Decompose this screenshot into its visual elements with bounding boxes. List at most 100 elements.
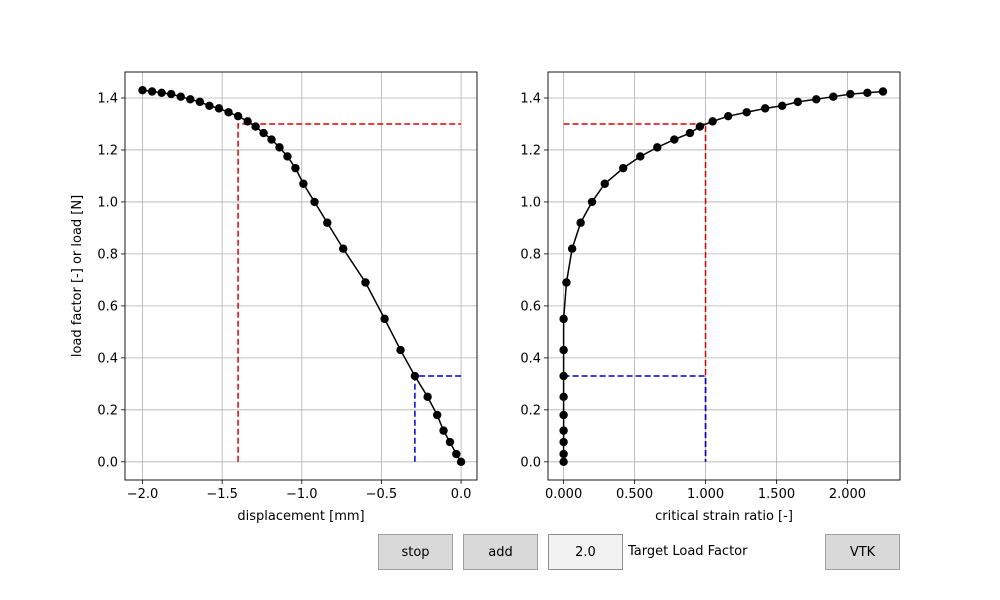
data-point xyxy=(812,95,821,104)
chart-1: −2.0 −1.5 −1.0 −0.5 0.0 0.0 0.2 0.4 0.6 0.8 1.0 1.2… xyxy=(70,71,478,524)
data-point xyxy=(138,85,147,95)
data-point xyxy=(760,104,770,113)
data-point xyxy=(559,449,568,459)
data-point xyxy=(636,152,645,161)
data-point xyxy=(224,108,233,117)
data-point xyxy=(653,143,662,152)
data-point xyxy=(195,97,205,107)
series-line xyxy=(562,90,884,462)
data-point xyxy=(396,345,405,355)
y-tick-label: 1.4 xyxy=(520,91,541,106)
data-point xyxy=(456,457,466,467)
vtk-button[interactable]: VTK xyxy=(825,534,900,570)
data-point xyxy=(559,410,568,420)
y-tick-label: 0.4 xyxy=(520,351,541,366)
x-tick-label: −2.0 xyxy=(127,487,159,502)
y-tick-label: 0.2 xyxy=(97,403,118,418)
data-point xyxy=(559,345,568,355)
data-point xyxy=(695,122,705,131)
y-tick-label: 0.8 xyxy=(97,247,118,262)
data-point xyxy=(670,135,679,144)
x-tick-label: 2.000 xyxy=(829,487,866,502)
data-point xyxy=(559,371,568,381)
guide-line xyxy=(563,123,707,462)
guide-line xyxy=(563,375,707,462)
data-point xyxy=(166,89,176,99)
data-point xyxy=(567,244,577,253)
data-point xyxy=(439,426,448,435)
data-point xyxy=(708,117,717,126)
x-axis-label: critical strain ratio [-] xyxy=(655,509,793,524)
y-tick-label: 0.8 xyxy=(520,247,541,262)
data-point xyxy=(559,426,568,435)
data-point xyxy=(777,101,787,110)
y-tick-label: 1.4 xyxy=(97,91,118,106)
target-load-factor-label: Target Load Factor xyxy=(628,544,748,559)
data-point xyxy=(863,88,872,97)
chart-2: 0.000 0.500 1.000 1.500 2.000 0.0 0.2 0.4 0.6 0.8… xyxy=(520,71,901,524)
data-point xyxy=(339,244,348,253)
y-tick-label: 1.0 xyxy=(97,195,118,210)
data-point xyxy=(685,128,695,138)
data-point xyxy=(267,135,276,144)
data-point xyxy=(742,108,751,117)
data-point xyxy=(600,179,609,188)
y-tick-label: 0.4 xyxy=(97,351,118,366)
data-point xyxy=(259,128,268,138)
data-point xyxy=(619,163,628,173)
data-point xyxy=(310,197,319,207)
data-point xyxy=(562,278,571,287)
data-point xyxy=(361,278,370,287)
data-point xyxy=(587,197,597,207)
data-point xyxy=(423,392,432,402)
y-tick-label: 0.0 xyxy=(97,455,118,470)
data-point xyxy=(214,104,224,113)
data-point xyxy=(323,218,332,227)
plot-frame xyxy=(124,71,478,481)
stop-button[interactable]: stop xyxy=(378,534,453,570)
x-tick-label: −1.0 xyxy=(286,487,318,502)
y-axis-label: load factor [-] or load [N] xyxy=(70,195,85,357)
data-point xyxy=(251,122,260,131)
x-tick-label: 0.000 xyxy=(545,487,582,502)
data-point xyxy=(410,371,420,381)
data-point xyxy=(846,89,855,99)
data-point xyxy=(559,314,568,324)
data-point xyxy=(291,163,300,173)
data-point xyxy=(878,87,888,96)
data-point xyxy=(283,152,292,161)
data-point xyxy=(452,449,461,459)
y-tick-label: 1.0 xyxy=(520,195,541,210)
data-point xyxy=(576,218,585,227)
data-point xyxy=(157,88,166,97)
data-point xyxy=(243,117,252,126)
x-tick-label: 1.500 xyxy=(758,487,795,502)
x-tick-label: −0.5 xyxy=(366,487,398,502)
data-point xyxy=(559,457,568,467)
data-point xyxy=(380,314,389,324)
add-button[interactable]: add xyxy=(463,534,538,570)
y-tick-label: 0.6 xyxy=(97,299,118,314)
y-tick-label: 0.2 xyxy=(520,403,541,418)
y-tick-label: 1.2 xyxy=(520,143,541,158)
data-point xyxy=(559,437,568,447)
data-point xyxy=(176,92,185,101)
y-tick-label: 1.2 xyxy=(97,143,118,158)
plot-frame xyxy=(547,71,901,481)
x-tick-label: 0.500 xyxy=(616,487,653,502)
data-point xyxy=(186,95,195,104)
data-point xyxy=(147,87,157,96)
data-point xyxy=(724,111,733,121)
guide-line xyxy=(237,123,462,462)
data-point xyxy=(829,92,838,101)
data-point xyxy=(445,437,455,447)
data-point xyxy=(432,410,442,420)
data-point xyxy=(793,97,803,107)
y-tick-label: 0.6 xyxy=(520,299,541,314)
data-point xyxy=(233,111,243,121)
x-axis-label: displacement [mm] xyxy=(237,509,364,524)
data-point xyxy=(275,143,284,152)
target-load-factor-input[interactable] xyxy=(548,534,623,570)
x-tick-label: 0.0 xyxy=(451,487,472,502)
